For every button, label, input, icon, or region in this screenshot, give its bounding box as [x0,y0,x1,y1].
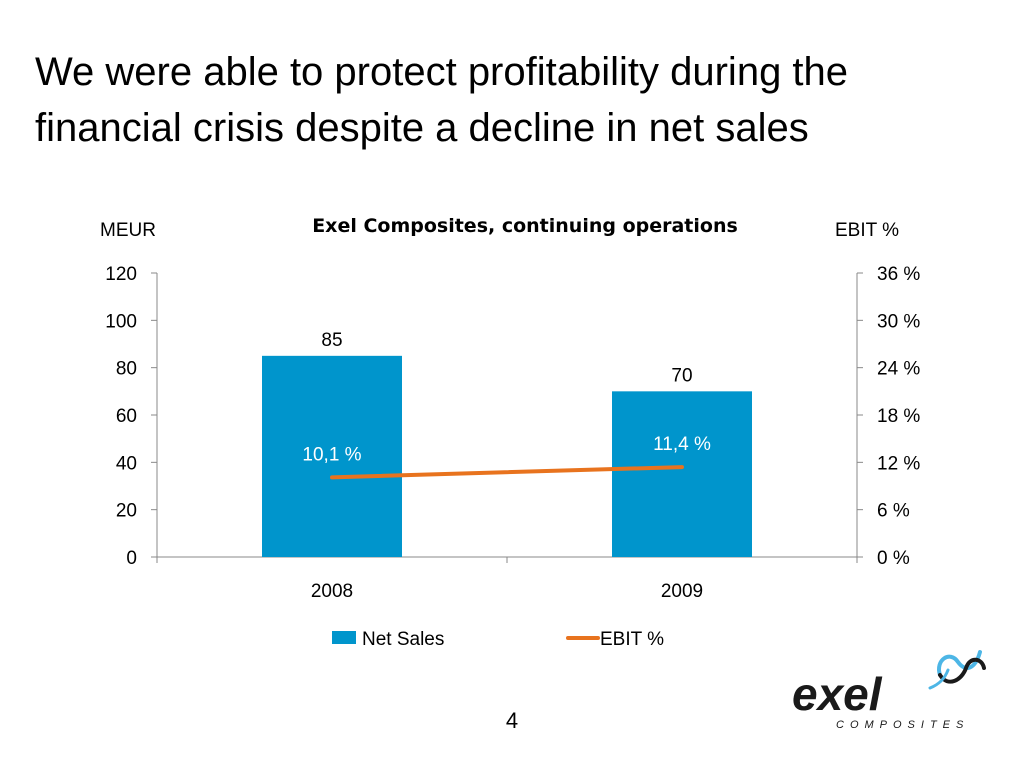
line-data-label: 10,1 % [302,444,361,465]
x-tick-label: 2008 [311,581,353,602]
y-left-tick-label: 40 [116,453,137,474]
logo-wordmark: exel [792,668,883,720]
y-right-tick-label: 12 % [877,453,920,474]
y-right-tick-label: 30 % [877,311,920,332]
y-left-tick-label: 80 [116,359,137,380]
legend-label-net-sales: Net Sales [362,629,444,650]
infinity-swoosh-icon [928,650,986,690]
y-right-tick-label: 36 % [877,264,920,285]
y-left-tick-label: 100 [105,311,137,332]
bar-net-sales [262,355,402,557]
y-left-tick-label: 20 [116,501,137,522]
legend-swatch-net-sales [332,631,356,644]
bar-data-label: 85 [321,330,342,351]
logo-tagline: COMPOSITES [836,719,969,731]
legend-label-ebit: EBIT % [600,629,664,650]
y-left-tick-label: 60 [116,406,137,427]
y-right-tick-label: 24 % [877,359,920,380]
y-right-axis-label: EBIT % [835,220,899,241]
bar-net-sales [612,391,752,557]
y-left-axis-label: MEUR [100,220,156,241]
x-tick-label: 2009 [661,581,703,602]
y-right-tick-label: 0 % [877,548,910,569]
page-number: 4 [505,708,519,733]
bar-data-label: 70 [671,365,692,386]
y-right-tick-label: 6 % [877,501,910,522]
combo-chart: Exel Composites, continuing operations ME… [100,215,920,650]
chart-title: Exel Composites, continuing operations [312,215,738,237]
y-right-tick-label: 18 % [877,406,920,427]
ebit-line [330,465,684,480]
exel-composites-logo: exel COMPOSITES [792,650,986,731]
y-left-tick-label: 0 [126,548,137,569]
y-left-tick-label: 120 [105,264,137,285]
line-data-label: 11,4 % [653,434,711,455]
slide-title: We were able to protect profitability du… [35,50,849,150]
